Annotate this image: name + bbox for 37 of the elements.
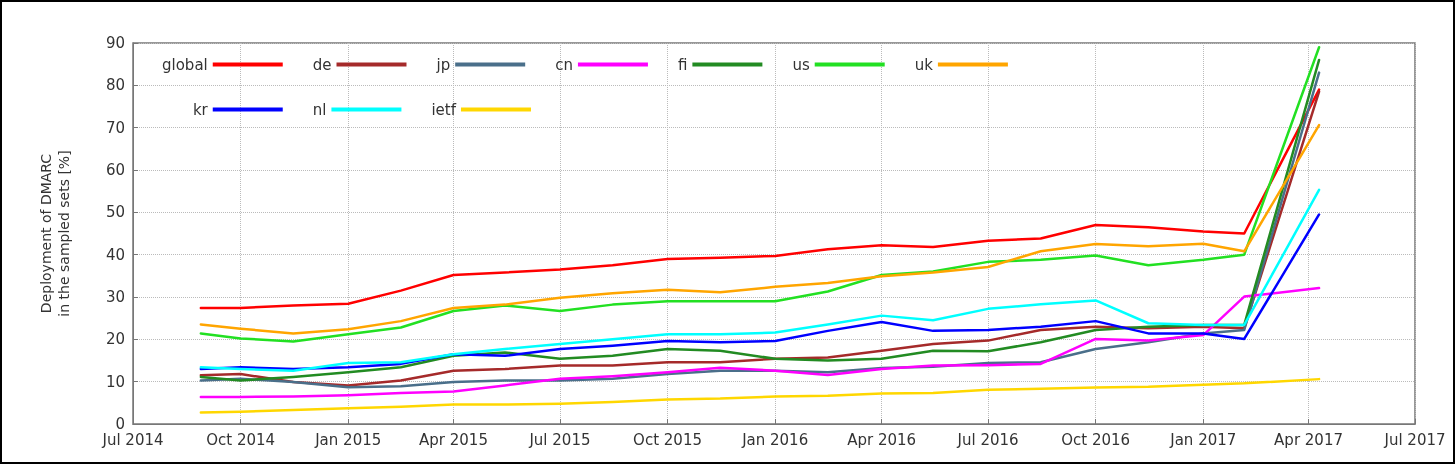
y-tick-label: 60 (105, 161, 125, 179)
legend-label: jp (435, 55, 451, 74)
x-tick-label: Apr 2017 (1274, 430, 1344, 449)
y-tick-label: 40 (105, 245, 125, 264)
legend-label: kr (192, 100, 209, 119)
x-tick-label: Oct 2015 (633, 430, 702, 449)
legend-label: nl (312, 100, 327, 119)
x-tick-label: Apr 2015 (419, 430, 488, 449)
line-series (199, 123, 1321, 335)
legend-label: global (162, 55, 208, 74)
legend-label: uk (914, 55, 934, 74)
y-tick-label: 0 (115, 415, 125, 433)
legend-label: ietf (431, 100, 457, 119)
y-tick-label: 30 (105, 288, 125, 306)
legend-label: us (792, 55, 810, 74)
line-series (199, 286, 1321, 399)
x-tick-label: Jul 2015 (528, 430, 591, 449)
y-tick-label: 70 (105, 118, 125, 137)
legend-label: cn (555, 55, 573, 74)
legend-label: de (312, 55, 332, 74)
x-tick-label: Jul 2017 (1383, 430, 1446, 449)
y-axis-title: Deployment of DMARC in the sampled sets [%] (38, 150, 72, 317)
y-tick-label: 90 (105, 34, 125, 52)
legend-label: fi (677, 55, 688, 74)
x-tick-label: Jan 2015 (314, 430, 382, 449)
x-tick-label: Jan 2017 (1169, 430, 1237, 449)
x-tick-label: Apr 2016 (847, 430, 917, 449)
x-tick-label: Jul 2014 (101, 430, 164, 449)
x-tick-label: Oct 2016 (1061, 430, 1131, 449)
x-tick-label: Jan 2016 (741, 430, 809, 449)
y-tick-label: 50 (105, 203, 125, 222)
line-series (199, 377, 1321, 414)
y-tick-label: 20 (105, 330, 125, 349)
y-tick-label: 10 (105, 372, 125, 391)
x-tick-label: Jul 2016 (956, 430, 1019, 449)
x-tick-label: Oct 2014 (206, 430, 276, 449)
y-tick-label: 80 (105, 76, 125, 95)
